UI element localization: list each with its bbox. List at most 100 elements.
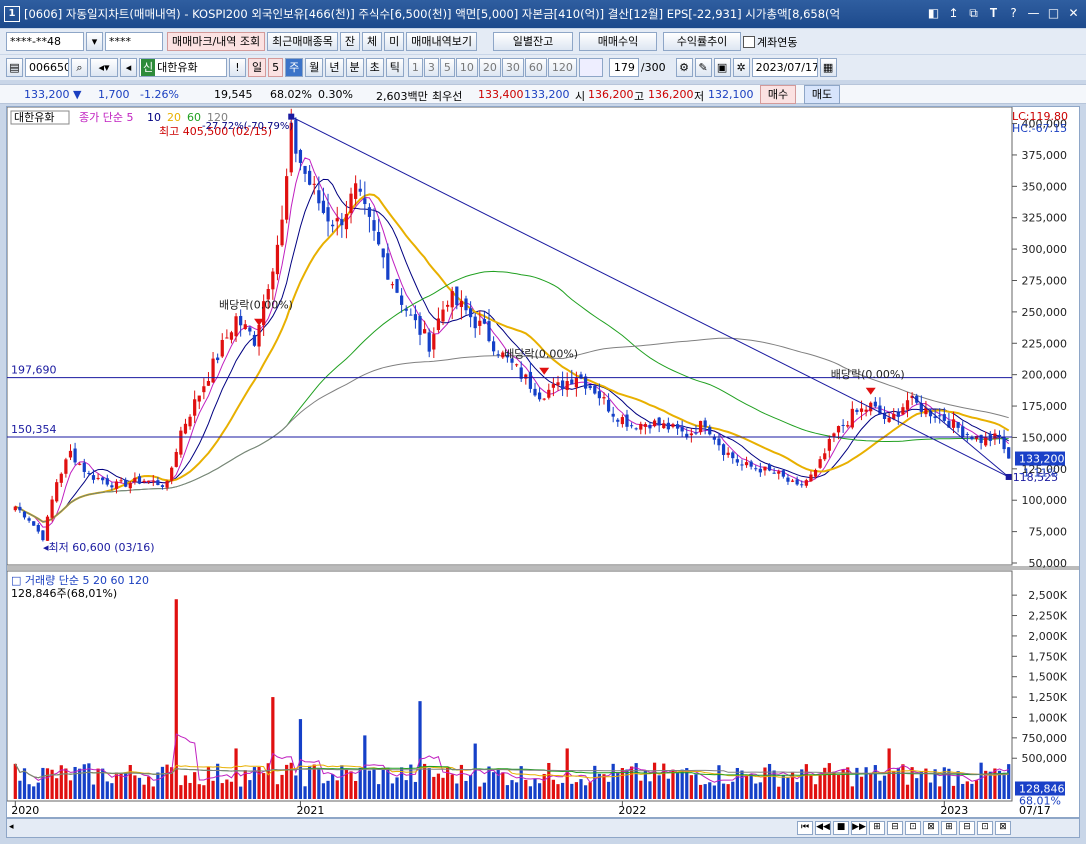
candle-body bbox=[27, 518, 31, 521]
interval-60[interactable]: 60 bbox=[524, 58, 547, 77]
recent-trade-button[interactable]: 최근매매종목 bbox=[267, 32, 338, 51]
nav-button-3[interactable]: ▶▶ bbox=[851, 821, 867, 835]
period-5[interactable]: 분 bbox=[345, 58, 364, 77]
save-icon[interactable]: ▣ bbox=[713, 58, 731, 77]
interval-3[interactable]: 3 bbox=[423, 58, 439, 77]
nav-button-8[interactable]: ⊞ bbox=[941, 821, 957, 835]
password-input[interactable]: **** bbox=[105, 32, 163, 51]
tool2-icon[interactable]: ✎ bbox=[694, 58, 712, 77]
period-7[interactable]: 틱 bbox=[385, 58, 404, 77]
period-1[interactable]: 5 bbox=[268, 58, 284, 77]
stock-code-input[interactable]: 006650 bbox=[25, 58, 69, 77]
jan-button[interactable]: 잔 bbox=[339, 32, 361, 51]
prev-icon[interactable]: ◂ bbox=[120, 58, 137, 77]
candle-body bbox=[441, 309, 445, 322]
nav-button-6[interactable]: ⊡ bbox=[905, 821, 921, 835]
candle-body bbox=[142, 480, 146, 483]
settings-icon[interactable]: ✲ bbox=[732, 58, 750, 77]
unit-select[interactable] bbox=[578, 58, 603, 77]
period-2[interactable]: 주 bbox=[285, 58, 304, 77]
interval-20[interactable]: 20 bbox=[478, 58, 501, 77]
interval-1[interactable]: 1 bbox=[407, 58, 423, 77]
candle-body bbox=[537, 392, 542, 400]
window-button-5[interactable]: — bbox=[1027, 6, 1040, 20]
period-6[interactable]: 초 bbox=[365, 58, 384, 77]
volume-bar bbox=[542, 773, 546, 799]
volume-bar bbox=[611, 763, 615, 799]
window-button-7[interactable]: ✕ bbox=[1068, 6, 1079, 20]
volume-bar bbox=[96, 768, 100, 799]
volume-bar bbox=[501, 772, 505, 799]
date-input[interactable]: 2023/07/17 bbox=[751, 58, 818, 77]
nav-button-9[interactable]: ⊟ bbox=[959, 821, 975, 835]
trade-view-button[interactable]: 매매내역보기 bbox=[406, 32, 478, 51]
nav-button-2[interactable]: ■ bbox=[833, 821, 849, 835]
sell-button[interactable]: 매도 bbox=[804, 85, 840, 104]
volume-bar bbox=[73, 766, 77, 799]
candle-body bbox=[698, 420, 703, 433]
window-button-2[interactable]: ⧉ bbox=[969, 6, 978, 20]
volume-bar bbox=[965, 781, 969, 799]
candle-body bbox=[533, 388, 537, 396]
nav-button-1[interactable]: ◀◀ bbox=[815, 821, 831, 835]
candle-body bbox=[91, 475, 96, 480]
vol-tick-label: 2,250K bbox=[1028, 610, 1067, 623]
period-4[interactable]: 년 bbox=[325, 58, 344, 77]
interval-5[interactable]: 5 bbox=[439, 58, 455, 77]
account-input[interactable]: ****-**48 bbox=[6, 32, 84, 51]
candle-body bbox=[468, 308, 473, 318]
trade-profit-button[interactable]: 매매수익 bbox=[579, 32, 658, 51]
chart-area[interactable]: 400,000 375,000 350,000 325,000 300,000 275,0… bbox=[6, 106, 1080, 818]
candle-body bbox=[758, 468, 762, 473]
candle-body bbox=[211, 358, 215, 383]
mi-button[interactable]: 미 bbox=[384, 32, 405, 51]
volume-bar bbox=[588, 782, 592, 799]
candle-body bbox=[924, 407, 928, 415]
interval-10[interactable]: 10 bbox=[455, 58, 478, 77]
window-button-6[interactable]: □ bbox=[1047, 6, 1060, 20]
candle-body bbox=[96, 477, 100, 479]
window-button-1[interactable]: ↥ bbox=[948, 6, 959, 20]
count-input[interactable]: 179 bbox=[608, 58, 639, 77]
search-icon[interactable]: ⌕ bbox=[71, 58, 88, 77]
account-dropdown[interactable]: ▾ bbox=[86, 32, 103, 51]
volume-bar bbox=[979, 762, 983, 799]
stock-name-field[interactable]: 신 대한유화 bbox=[139, 58, 227, 77]
vol-pct-label: 68.01% bbox=[1019, 794, 1061, 807]
volume-bar bbox=[427, 768, 431, 799]
count-total: /300 bbox=[640, 61, 666, 74]
nav-button-0[interactable]: ⏮ bbox=[797, 821, 813, 835]
daily-balance-button[interactable]: 일별잔고 bbox=[493, 32, 574, 51]
period-0[interactable]: 일 bbox=[248, 58, 267, 77]
buy-button[interactable]: 매수 bbox=[760, 85, 796, 104]
alert-icon[interactable]: ! bbox=[229, 58, 246, 77]
chart-scroll-bar[interactable]: ◂ ⏮ ◀◀ ■ ▶▶ ⊞ ⊟ ⊡ ⊠ ⊞ ⊟ ⊡ ⊠ bbox=[6, 818, 1080, 838]
nav-button-7[interactable]: ⊠ bbox=[923, 821, 939, 835]
trade-mark-button[interactable]: 매매마크/내역 조회 bbox=[167, 32, 266, 51]
checkbox-box[interactable] bbox=[743, 35, 756, 48]
tool1-icon[interactable]: ⚙ bbox=[675, 58, 693, 77]
account-link-checkbox[interactable]: 계좌연동 bbox=[743, 34, 798, 50]
volume-bar bbox=[367, 770, 372, 799]
che-button[interactable]: 체 bbox=[362, 32, 383, 51]
calendar-icon[interactable]: ▦ bbox=[819, 58, 837, 77]
interval-120[interactable]: 120 bbox=[547, 58, 577, 77]
interval-30[interactable]: 30 bbox=[501, 58, 524, 77]
nav-button-10[interactable]: ⊡ bbox=[977, 821, 993, 835]
period-3[interactable]: 월 bbox=[305, 58, 324, 77]
window-button-3[interactable]: 𝐓 bbox=[989, 6, 998, 20]
return-trend-button[interactable]: 수익률추이 bbox=[663, 32, 742, 51]
window-button-0[interactable]: ◧ bbox=[927, 6, 940, 20]
nav-button-4[interactable]: ⊞ bbox=[869, 821, 885, 835]
nav-button-5[interactable]: ⊟ bbox=[887, 821, 903, 835]
chart-type-icon[interactable]: ▤ bbox=[6, 58, 23, 77]
candle-body bbox=[482, 319, 487, 324]
price-volume-chart[interactable]: 400,000 375,000 350,000 325,000 300,000 275,0… bbox=[6, 106, 1079, 817]
window-button-4[interactable]: ? bbox=[1010, 6, 1017, 20]
candle-body bbox=[119, 480, 123, 482]
candle-body bbox=[887, 417, 891, 422]
candle-body bbox=[50, 499, 54, 518]
nav-button-11[interactable]: ⊠ bbox=[995, 821, 1011, 835]
scroll-left-icon[interactable]: ◂ bbox=[9, 822, 14, 832]
sound-icon[interactable]: ◂▾ bbox=[90, 58, 118, 77]
